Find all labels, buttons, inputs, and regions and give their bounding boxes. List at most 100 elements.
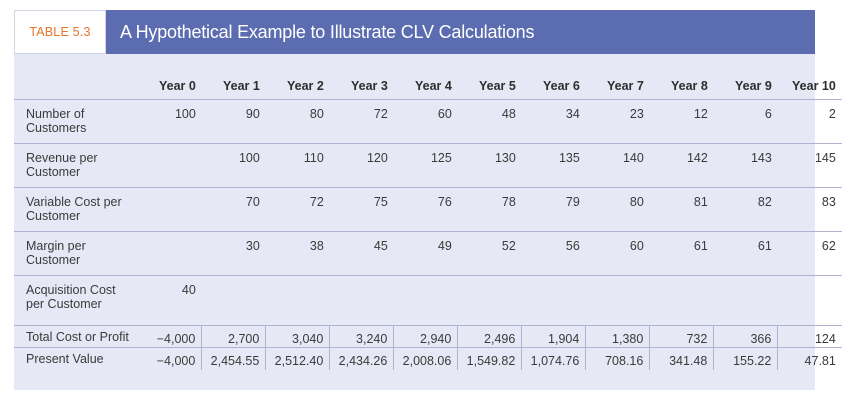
table-cell: 83 (777, 187, 842, 232)
row-label: Margin per Customer (14, 231, 135, 276)
table-cell: 1,904 (521, 325, 586, 348)
table-cell: 79 (521, 187, 586, 232)
table-cell: 120 (329, 143, 394, 188)
table-cell: 2,512.40 (265, 347, 330, 370)
table-row: Margin per Customer 30 38 45 49 52 56 60 61 61 62 (14, 231, 842, 276)
table-cell: 78 (457, 187, 522, 232)
row-label: Variable Cost per Customer (14, 187, 135, 232)
table-cell: 100 (134, 99, 202, 144)
corner-cell (14, 73, 135, 100)
table-body: Number of Customers 100 90 80 72 60 48 34 23 12 6 2… (14, 99, 842, 370)
table-cell: 3,040 (265, 325, 330, 348)
table-row: Variable Cost per Customer 70 72 75 76 78 79 80… (14, 187, 842, 232)
table-cell: 60 (393, 99, 458, 144)
table-cell: 135 (521, 143, 586, 188)
table-cell: 2,496 (457, 325, 522, 348)
column-header: Year 2 (286, 79, 324, 93)
table-cell: 2,700 (201, 325, 266, 348)
table-row: Total Cost or Profit −4,000 2,700 3,040 3,24… (14, 325, 842, 348)
table-cell: 124 (777, 325, 842, 348)
table-row: Acquisition Cost per Customer 40 (14, 275, 842, 326)
table-cell: 2 (777, 99, 842, 144)
column-header: Year 9 (734, 79, 772, 93)
table-cell (201, 275, 266, 326)
column-header-row: Year 0 Year 1 Year 2 Year 3 Year 4 Year … (14, 73, 842, 100)
table-title: A Hypothetical Example to Illustrate CLV… (106, 10, 815, 54)
table-cell: 366 (713, 325, 778, 348)
table-cell (777, 275, 842, 326)
table-cell: 142 (649, 143, 714, 188)
row-label: Total Cost or Profit (14, 325, 135, 348)
table-header: TABLE 5.3 A Hypothetical Example to Illu… (14, 10, 815, 54)
column-header: Year 10 (792, 79, 836, 93)
table-cell: 2,454.55 (201, 347, 266, 370)
table-cell: 61 (649, 231, 714, 276)
column-header: Year 5 (478, 79, 516, 93)
table-cell: 1,074.76 (521, 347, 586, 370)
table-cell: 2,008.06 (393, 347, 458, 370)
table-number: TABLE 5.3 (14, 10, 106, 54)
table-cell: 90 (201, 99, 266, 144)
table-cell: 110 (265, 143, 330, 188)
table-cell: 38 (265, 231, 330, 276)
table-cell: 23 (585, 99, 650, 144)
table-cell: 12 (649, 99, 714, 144)
table-cell: 6 (713, 99, 778, 144)
table-cell: 145 (777, 143, 842, 188)
table-cell: 72 (329, 99, 394, 144)
table-cell: 48 (457, 99, 522, 144)
table-cell: 52 (457, 231, 522, 276)
table-cell: 82 (713, 187, 778, 232)
table-cell: 40 (134, 275, 202, 326)
column-header: Year 7 (606, 79, 644, 93)
table-cell (649, 275, 714, 326)
table-row: Revenue per Customer 100 110 120 125 130 135 14… (14, 143, 842, 188)
row-label: Acquisition Cost per Customer (14, 275, 135, 326)
table-cell (134, 143, 202, 188)
clv-data-table: Year 0 Year 1 Year 2 Year 3 Year 4 Year … (14, 73, 842, 370)
table-cell (457, 275, 522, 326)
table-cell: 2,434.26 (329, 347, 394, 370)
table-cell: 2,940 (393, 325, 458, 348)
table-cell (265, 275, 330, 326)
table-cell: 708.16 (585, 347, 650, 370)
table-cell: 80 (265, 99, 330, 144)
table-cell (713, 275, 778, 326)
table-cell: 30 (201, 231, 266, 276)
table-row: Number of Customers 100 90 80 72 60 48 34 23 12 6 2 (14, 99, 842, 144)
row-label: Revenue per Customer (14, 143, 135, 188)
table-cell: 34 (521, 99, 586, 144)
table-cell: 143 (713, 143, 778, 188)
table-cell: 76 (393, 187, 458, 232)
table-cell: 56 (521, 231, 586, 276)
table-cell: 1,380 (585, 325, 650, 348)
table-cell: 140 (585, 143, 650, 188)
table-cell: 70 (201, 187, 266, 232)
table-cell (134, 187, 202, 232)
table-cell: 47.81 (777, 347, 842, 370)
column-header: Year 6 (542, 79, 580, 93)
table-cell: 49 (393, 231, 458, 276)
table-cell: 81 (649, 187, 714, 232)
table-cell: 3,240 (329, 325, 394, 348)
table-cell: 341.48 (649, 347, 714, 370)
table-cell: 1,549.82 (457, 347, 522, 370)
column-header: Year 3 (350, 79, 388, 93)
table-cell: 75 (329, 187, 394, 232)
table-cell: −4,000 (134, 325, 202, 348)
table-cell: 45 (329, 231, 394, 276)
table-cell: 61 (713, 231, 778, 276)
column-header: Year 4 (414, 79, 452, 93)
table-cell (521, 275, 586, 326)
column-header: Year 8 (670, 79, 708, 93)
table-cell: −4,000 (134, 347, 202, 370)
row-label: Present Value (14, 347, 135, 370)
table-cell (585, 275, 650, 326)
table-cell (393, 275, 458, 326)
table-cell: 125 (393, 143, 458, 188)
table-cell: 130 (457, 143, 522, 188)
table-cell (134, 231, 202, 276)
table-cell: 72 (265, 187, 330, 232)
table-cell (329, 275, 394, 326)
